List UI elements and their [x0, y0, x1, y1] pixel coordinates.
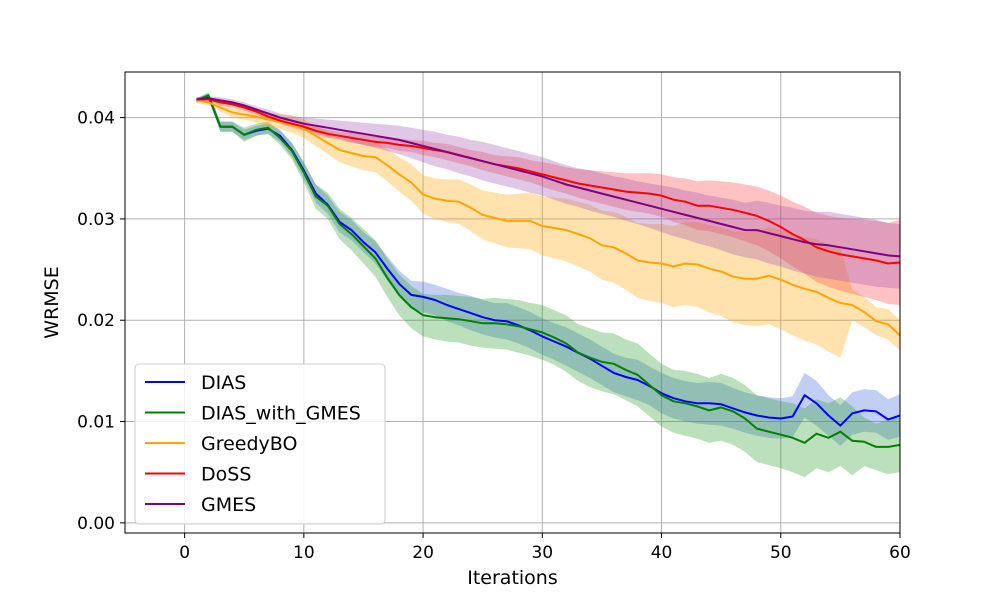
x-tick-label: 60 [889, 543, 911, 563]
y-axis-label: WRMSE [41, 266, 63, 338]
legend-box [134, 363, 386, 525]
legend-label-greedybo: GreedyBO [201, 433, 297, 455]
legend-label-doss: DoSS [201, 464, 251, 486]
x-tick-label: 20 [412, 543, 434, 563]
y-tick-label: 0.02 [77, 311, 115, 331]
x-tick-label: 40 [651, 543, 673, 563]
legend: DIAS DIAS_with_GMES GreedyBO DoSS GMES [134, 363, 386, 525]
x-tick-label: 50 [770, 543, 792, 563]
x-tick-label: 30 [531, 543, 553, 563]
series-line-dias [196, 95, 901, 427]
band-doss [196, 97, 900, 305]
series-line-gmes [196, 97, 901, 258]
legend-label-dias-with-gmes: DIAS_with_GMES [201, 403, 361, 425]
series-lines [196, 94, 901, 448]
y-tick-label: 0.00 [77, 514, 115, 534]
x-axis-ticks: 0 10 20 30 40 50 60 [179, 533, 911, 563]
y-axis-ticks: 0.00 0.01 0.02 0.03 0.04 [77, 109, 125, 534]
x-tick-label: 0 [179, 543, 190, 563]
y-tick-label: 0.04 [77, 109, 115, 129]
series-line-doss [196, 98, 901, 265]
series-line-dias-with-gmes [196, 94, 901, 448]
legend-label-gmes: GMES [201, 494, 256, 516]
y-tick-label: 0.01 [77, 413, 115, 433]
y-tick-label: 0.03 [77, 210, 115, 230]
band-gmes [196, 96, 900, 289]
x-tick-label: 10 [293, 543, 315, 563]
plot-frame [124, 71, 901, 534]
series-line-greedybo [196, 99, 901, 337]
legend-label-dias: DIAS [201, 372, 246, 394]
x-axis-label: Iterations [467, 567, 558, 589]
band-dias-with-gmes [196, 92, 900, 478]
